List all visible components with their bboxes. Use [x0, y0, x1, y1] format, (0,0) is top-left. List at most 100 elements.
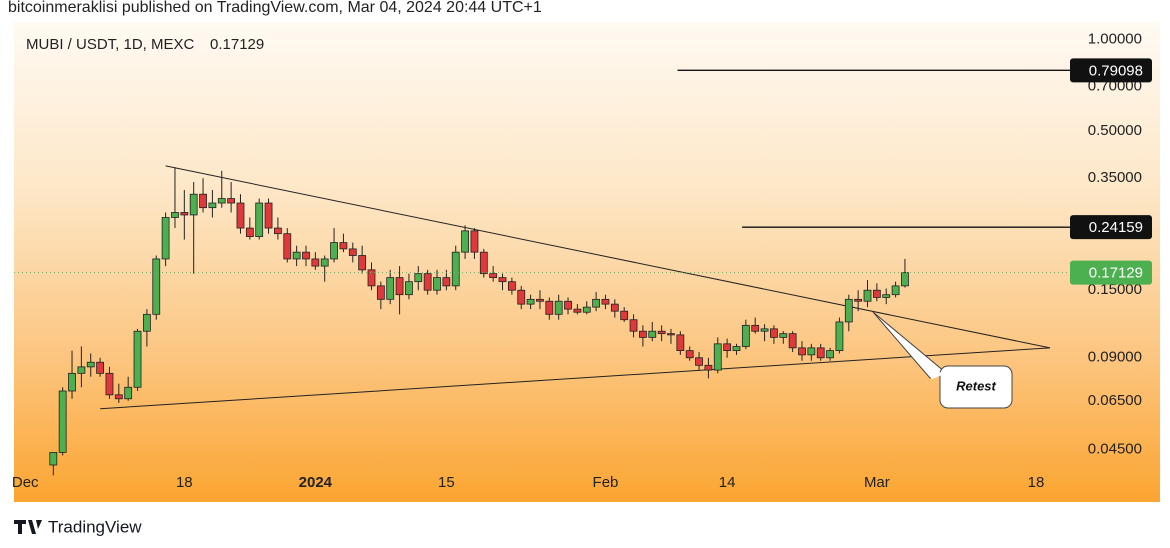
- brand-logo: TradingView: [14, 517, 142, 536]
- candle-body: [339, 242, 348, 250]
- candle-body: [451, 251, 460, 287]
- candle-body: [835, 321, 844, 352]
- candle-body: [854, 298, 863, 302]
- candle-body: [592, 298, 601, 308]
- candle-body: [433, 277, 441, 291]
- candle-body: [124, 386, 133, 400]
- candle-body: [610, 303, 619, 312]
- candle-body: [414, 273, 423, 283]
- candle-body: [536, 298, 544, 302]
- y-tick-label: 0.50000: [1088, 122, 1142, 139]
- candle-body: [620, 310, 629, 321]
- candle-body: [133, 330, 142, 388]
- candle-body: [751, 324, 760, 332]
- price-box: [1070, 215, 1152, 240]
- candle-body: [461, 230, 469, 253]
- candle-body: [96, 361, 104, 374]
- candle-body: [227, 198, 236, 204]
- candle-body: [498, 277, 507, 283]
- candle-body: [283, 233, 292, 260]
- candle-body: [264, 202, 273, 229]
- callout-join: [930, 370, 946, 380]
- candle-body: [723, 343, 732, 352]
- brand: TradingView: [48, 517, 142, 536]
- last-price-box: [1070, 260, 1152, 285]
- candle-body: [161, 217, 170, 260]
- candle-body: [376, 285, 385, 300]
- candle-body: [788, 333, 797, 349]
- candle-body: [142, 313, 151, 332]
- candle-body: [152, 258, 161, 315]
- candle-body: [760, 328, 769, 332]
- candle-body: [901, 272, 909, 287]
- candle-body: [180, 212, 189, 216]
- x-tick-label: Mar: [864, 474, 890, 491]
- candle-body: [489, 273, 498, 279]
- candle-body: [105, 372, 114, 396]
- candle-body: [245, 227, 254, 237]
- candle-body: [657, 330, 666, 335]
- candle-body: [77, 366, 86, 374]
- candle-body: [779, 333, 788, 338]
- candle-body: [798, 347, 806, 356]
- candle-body: [405, 281, 413, 296]
- trendline: [100, 347, 1051, 410]
- price-box-label: 0.24159: [1089, 219, 1143, 236]
- candle-body: [770, 328, 778, 338]
- candle-body: [320, 258, 329, 267]
- candle-body: [171, 212, 179, 218]
- candle-body: [386, 277, 395, 300]
- candle-body: [564, 300, 572, 310]
- candle-body: [255, 202, 264, 237]
- callout-text: Retest: [956, 378, 996, 393]
- last-price-label: 0.17129: [1089, 265, 1143, 282]
- y-tick-label: 0.15000: [1088, 281, 1142, 298]
- candle-body: [601, 298, 610, 305]
- candle-body: [667, 333, 675, 336]
- candle-body: [470, 230, 479, 253]
- x-tick-label: Feb: [593, 474, 619, 491]
- candle-body: [199, 193, 207, 209]
- candle-body: [816, 347, 825, 359]
- candle-body: [442, 277, 451, 287]
- x-tick-label: Dec: [12, 474, 39, 491]
- candle-body: [713, 343, 722, 371]
- candle-body: [545, 300, 554, 315]
- candle-body: [638, 330, 647, 338]
- candle-body: [311, 258, 320, 267]
- y-tick-label: 0.35000: [1088, 169, 1142, 186]
- price-box-label: 0.79098: [1089, 62, 1143, 79]
- candle-body: [676, 334, 685, 352]
- candle-body: [526, 298, 535, 305]
- y-tick-label: 0.04500: [1088, 440, 1142, 457]
- byline: bitcoinmeraklisi published on TradingVie…: [8, 0, 542, 16]
- chart-title: MUBI / USDT, 1D, MEXC: [26, 36, 195, 53]
- candle-body: [695, 357, 703, 366]
- candle-body: [891, 285, 900, 296]
- candle-body: [863, 289, 872, 302]
- candle-body: [348, 248, 357, 256]
- candle-body: [882, 294, 891, 298]
- candle-body: [423, 273, 432, 291]
- candle-body: [685, 350, 694, 359]
- x-tick-label: 18: [176, 474, 193, 491]
- candle-body: [629, 319, 638, 332]
- candle-body: [367, 269, 376, 287]
- candle-body: [49, 452, 58, 466]
- candle-body: [517, 289, 526, 305]
- callout-box: [939, 365, 1013, 409]
- candle-body: [872, 289, 881, 298]
- candle-body: [68, 372, 76, 392]
- logo-mark: [14, 520, 42, 534]
- candle-body: [554, 300, 563, 315]
- price-box: [1070, 58, 1152, 83]
- x-tick-label: 2024: [299, 474, 333, 491]
- candle-body: [807, 347, 816, 356]
- x-tick-label: 14: [719, 474, 736, 491]
- y-tick-label: 0.06500: [1088, 392, 1142, 409]
- retest-callout: Retest: [872, 311, 1013, 409]
- candle-body: [236, 202, 245, 229]
- candle-body: [732, 346, 741, 352]
